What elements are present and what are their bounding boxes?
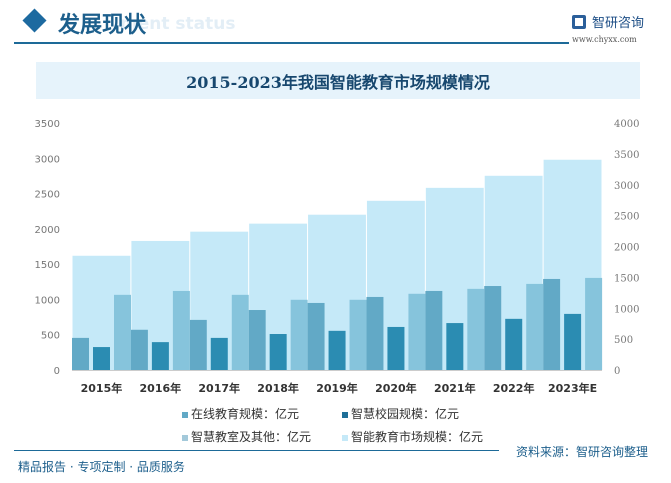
legend-label: 智慧教室及其他：亿元 [191,430,312,444]
bar-classroom [290,299,308,370]
bar-classroom [349,299,367,370]
x-tick-label: 2018年 [257,381,299,395]
x-tick-label: 2015年 [81,381,123,395]
bar-classroom [172,290,190,370]
bar-online [543,278,561,370]
logo-text: 智研咨询 [592,16,645,31]
x-tick-label: 2022年 [493,381,535,395]
x-tick-label: 2016年 [140,381,182,395]
left-tick-label: 3500 [35,119,60,130]
right-tick-label: 1000 [614,304,639,315]
bar-classroom [526,283,544,370]
bar-campus [269,334,287,370]
chart-title: 2015-2023年我国智能教育市场规模情况 [186,72,490,92]
legend-label: 在线教育规模：亿元 [191,407,300,421]
legend-swatch [342,434,348,441]
header-divider [14,42,569,44]
x-tick-label: 2017年 [198,381,240,395]
logo-url: www.chyxx.com [572,35,637,44]
logo-icon [572,15,586,29]
bar-online [307,302,325,370]
bar-campus [210,337,228,370]
legend-swatch [182,411,188,418]
bar-classroom [467,288,485,370]
legend-swatch [182,434,188,441]
bar-online [248,310,266,370]
footer-divider [14,450,499,451]
left-tick-label: 3000 [35,154,60,165]
source-note: 资料来源：智研咨询整理 [516,445,649,459]
bar-classroom [114,294,131,370]
legend-item-online: 在线教育规模：亿元 [182,405,299,422]
right-tick-label: 3500 [614,150,639,161]
legend-item-classroom: 智慧教室及其他：亿元 [182,428,311,445]
bar-classroom [408,293,426,370]
bar-campus [505,318,523,370]
bar-online [425,290,443,370]
right-tick-label: 2000 [614,243,639,254]
x-tick-label: 2020年 [375,381,417,395]
bar-online [484,286,502,370]
legend-swatch [342,411,348,418]
section-title: 发展现状 [58,12,147,38]
bar-online [72,337,89,370]
x-tick-label: 2019年 [316,381,358,395]
right-tick-label: 0 [614,366,620,377]
left-tick-label: 1500 [35,260,60,271]
right-tick-label: 4000 [614,119,639,130]
right-tick-label: 500 [614,335,633,346]
header-subtitle-watermark: ment status [120,14,236,34]
right-tick-label: 3000 [614,181,639,192]
left-tick-label: 500 [41,331,60,342]
bar-campus [151,342,169,370]
bar-online [189,319,207,370]
legend-item-campus: 智慧校园规模：亿元 [342,405,459,422]
bar-online [366,296,384,370]
bar-campus [564,313,582,370]
bar-campus [446,323,464,370]
bar-campus [387,326,405,370]
bar-online [130,329,148,370]
left-tick-label: 0 [54,366,60,377]
legend-label: 智慧校园规模：亿元 [351,407,460,421]
left-tick-label: 2500 [35,190,60,201]
right-tick-label: 1500 [614,273,639,284]
left-tick-label: 2000 [35,225,60,236]
bar-campus [93,347,110,370]
x-tick-label: 2023年E [548,381,597,395]
left-tick-label: 1000 [35,295,60,306]
bar-campus [328,330,346,370]
x-tick-label: 2021年 [434,381,476,395]
bar-classroom [585,277,603,370]
footer-slogan: 精品报告 · 专项定制 · 品质服务 [18,460,185,474]
chart-title-box: 2015-2023年我国智能教育市场规模情况 [36,62,640,99]
right-tick-label: 2500 [614,212,639,223]
bar-classroom [231,294,249,370]
legend-item-market: 智能教育市场规模：亿元 [342,428,483,445]
legend-label: 智能教育市场规模：亿元 [351,430,484,444]
